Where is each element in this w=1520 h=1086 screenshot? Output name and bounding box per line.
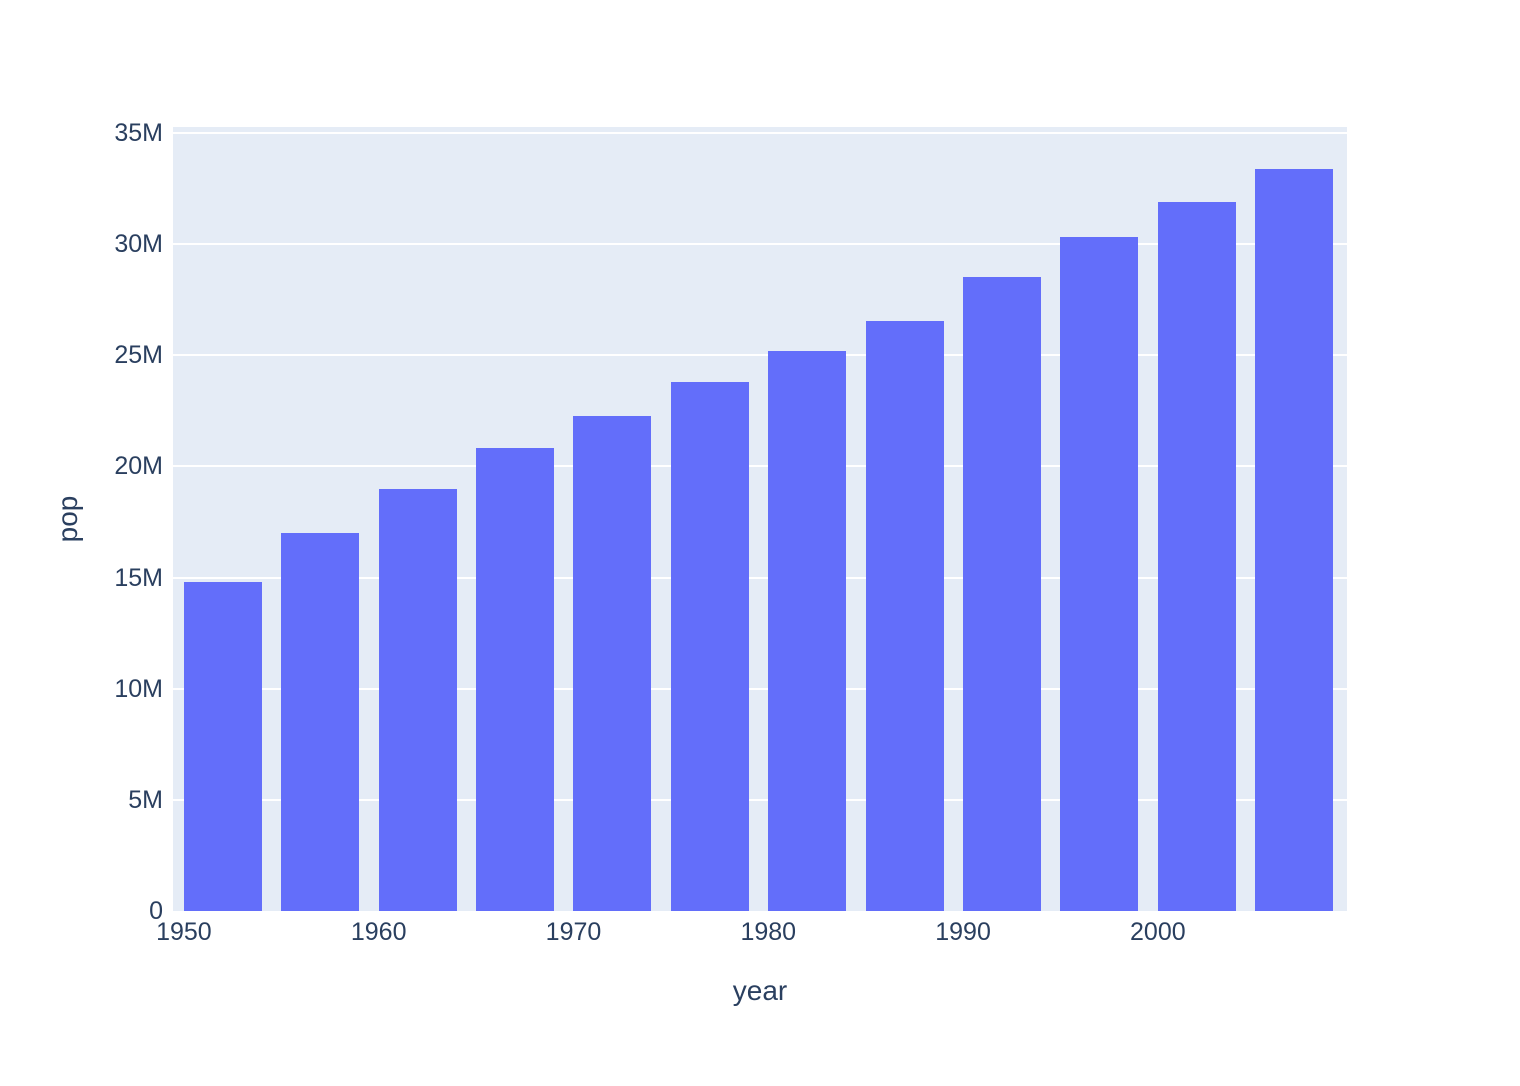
bar-1957[interactable] — [281, 532, 360, 911]
y-tick-label-30M: 30M — [114, 230, 163, 259]
x-tick-label-1960: 1960 — [350, 918, 407, 946]
x-tick-label-1970: 1970 — [545, 918, 602, 946]
bar-2007[interactable] — [1255, 168, 1334, 911]
bar-1982[interactable] — [768, 350, 847, 911]
y-tick-label-20M: 20M — [114, 452, 163, 481]
bar-1997[interactable] — [1060, 237, 1139, 911]
y-tick-label-25M: 25M — [114, 341, 163, 370]
gridline-15M — [173, 576, 1347, 579]
bar-1967[interactable] — [476, 448, 554, 911]
x-axis-title: year — [732, 975, 788, 1006]
y-tick-label-0: 0 — [149, 897, 163, 925]
gridline-10M — [173, 687, 1347, 690]
bar-1977[interactable] — [670, 381, 749, 911]
y-tick-label-10M: 10M — [114, 674, 163, 703]
x-tick-label-1980: 1980 — [740, 918, 797, 946]
gridline-20M — [173, 465, 1347, 468]
bar-1972[interactable] — [573, 415, 652, 911]
bar-1987[interactable] — [865, 320, 944, 911]
y-tick-label-35M: 35M — [114, 119, 163, 147]
bar-2002[interactable] — [1157, 201, 1236, 911]
y-tick-label-5M: 5M — [128, 785, 163, 814]
gridline-30M — [173, 243, 1347, 246]
gridline-25M — [173, 354, 1347, 357]
gridline-5M — [173, 798, 1347, 801]
y-axis-title: pop — [52, 495, 83, 543]
bar-1962[interactable] — [378, 488, 457, 911]
x-tick-label-2000: 2000 — [1130, 918, 1186, 946]
x-tick-label-1990: 1990 — [935, 918, 991, 946]
gridline-35M — [173, 132, 1347, 134]
bar-1992[interactable] — [963, 277, 1041, 911]
bar-1952[interactable] — [183, 582, 262, 911]
x-tick-label-1950: 1950 — [156, 918, 212, 946]
plot-area — [173, 127, 1347, 911]
y-tick-label-15M: 15M — [114, 563, 163, 592]
